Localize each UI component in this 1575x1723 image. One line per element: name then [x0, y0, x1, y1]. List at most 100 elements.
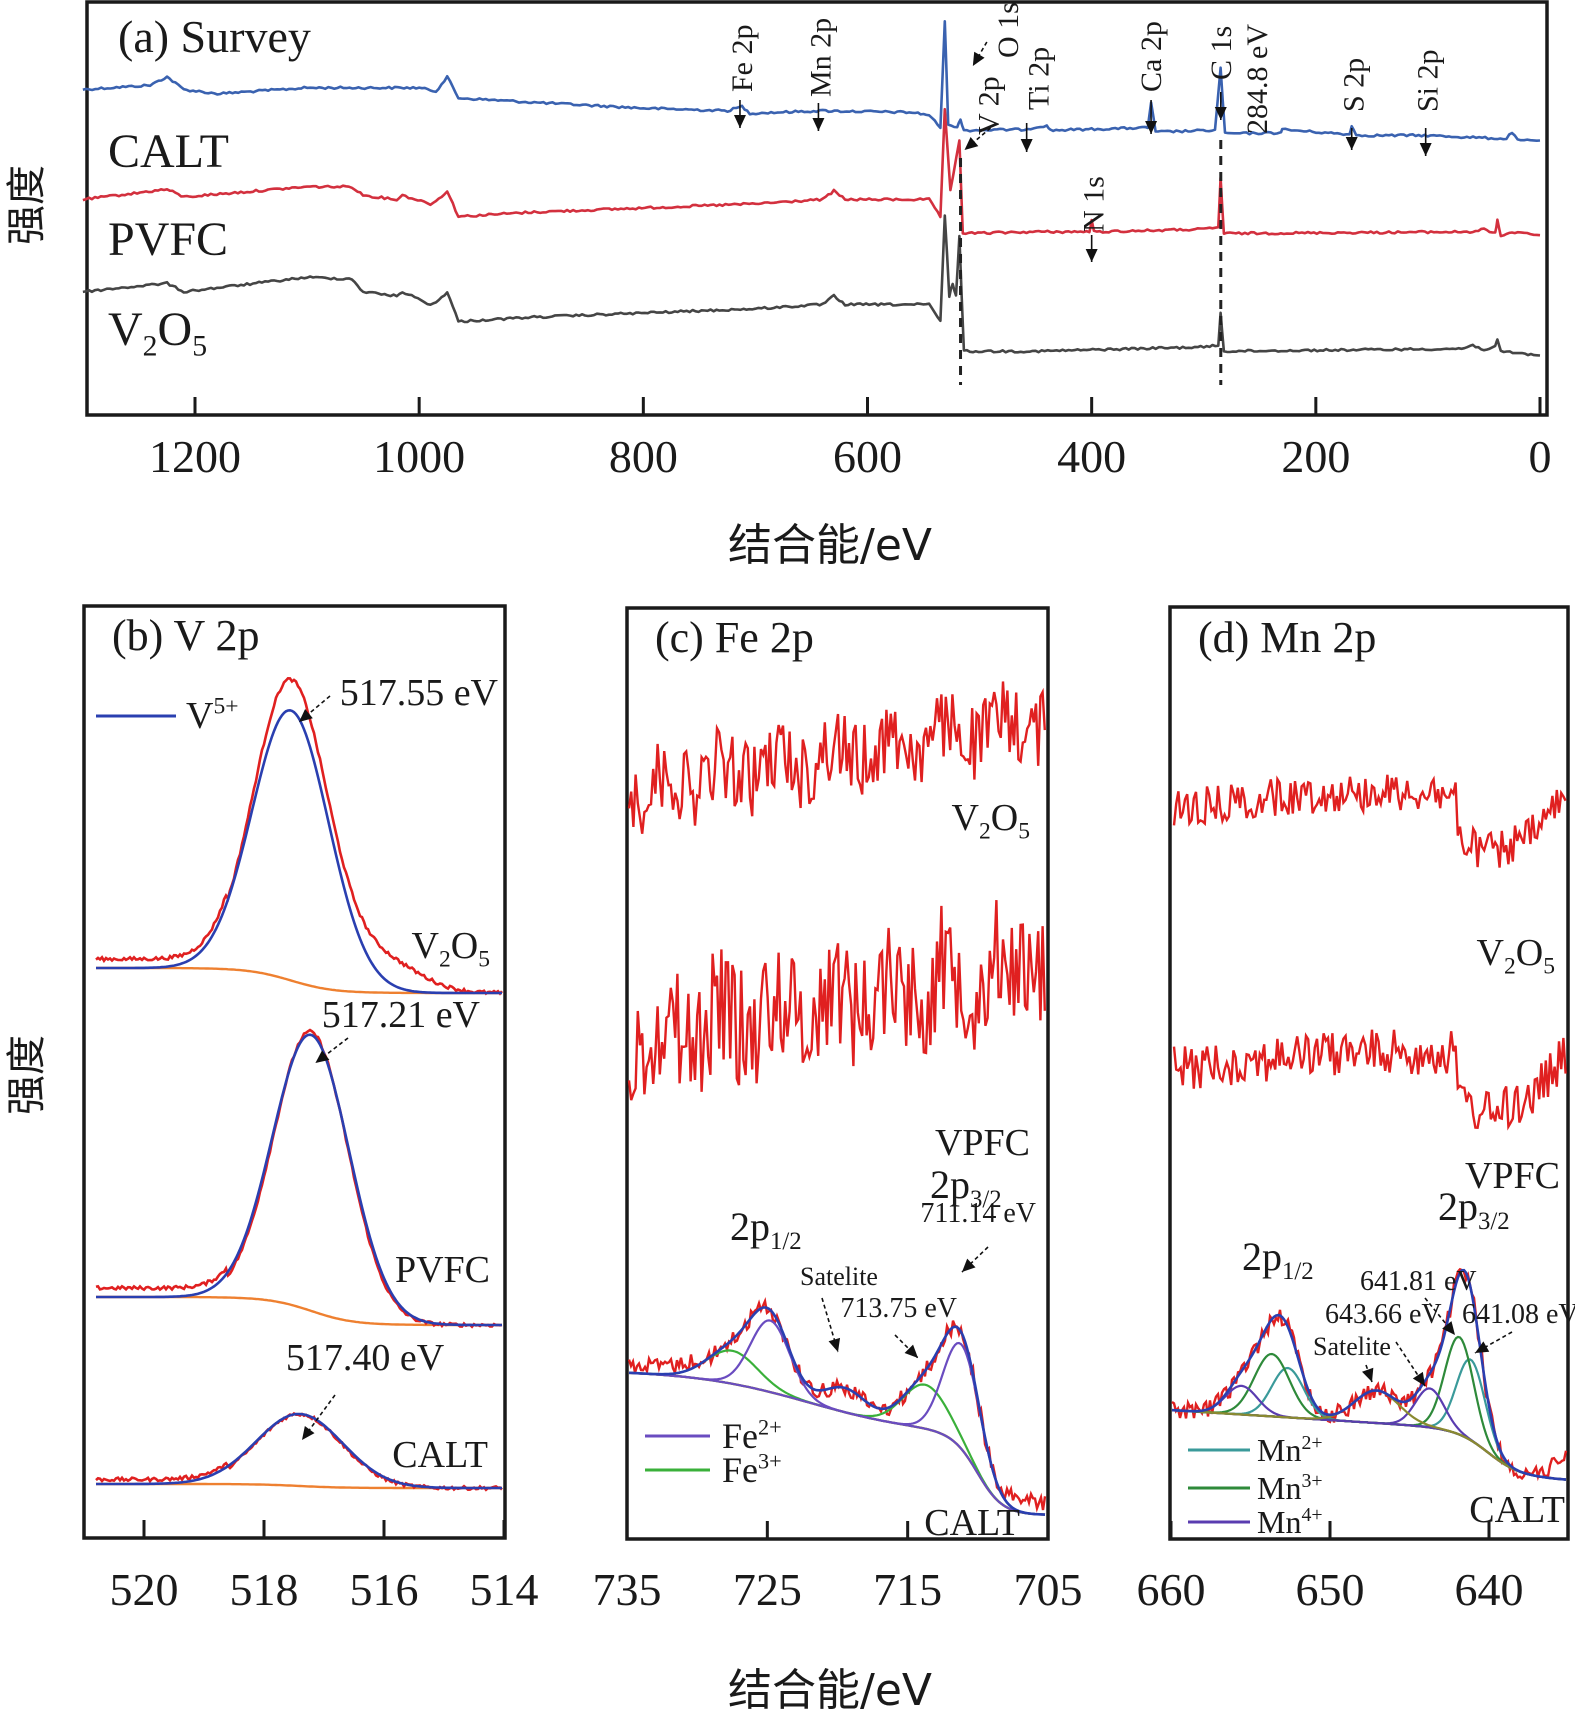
- x-tick-label: 518: [230, 1564, 299, 1615]
- text-part: 1/2: [770, 1228, 802, 1255]
- annotation-ca2p: Ca 2p: [1135, 21, 1168, 92]
- sample-label-vpfc: VPFC: [935, 1122, 1030, 1164]
- text-part: V: [108, 303, 143, 356]
- peak-label-calt: 517.40 eV: [286, 1337, 445, 1379]
- arrow-head: [1475, 1341, 1490, 1353]
- x-tick-label: 715: [873, 1564, 942, 1615]
- text-part: 5+: [213, 694, 238, 720]
- raw-data-line-vpfc: [1172, 1029, 1567, 1131]
- text-part: 2: [979, 818, 991, 844]
- survey-line-calt: [82, 20, 1541, 142]
- text-part: 2p: [1242, 1234, 1282, 1279]
- peak-arrow-v2p: [964, 127, 992, 151]
- arrow-shaft: [301, 1394, 336, 1441]
- peak-arrow: [961, 1246, 989, 1273]
- legend-label-mn4: Mn4+: [1257, 1504, 1323, 1540]
- annotation-ti2p: Ti 2p: [1023, 47, 1056, 110]
- peak-label-2p12: 2p1/2: [730, 1204, 802, 1255]
- fit-line-fe3: [629, 1371, 1046, 1516]
- text-part: 2p: [930, 1162, 970, 1207]
- arrow-head: [1412, 1371, 1425, 1386]
- raw-data-line: [95, 676, 503, 996]
- survey-line-pvfc: [82, 107, 1541, 238]
- annotation-si2p: Si 2p: [1412, 49, 1445, 112]
- x-tick-label: 640: [1455, 1564, 1524, 1615]
- plot-frame: [82, 604, 507, 1540]
- arrow-head: [972, 51, 985, 66]
- text-part: O: [451, 925, 478, 967]
- fit-line-fe2: [629, 1319, 1046, 1516]
- panel-title: (a) Survey: [118, 11, 311, 62]
- text-part: 2p: [730, 1204, 770, 1249]
- text-part: 2+: [1301, 1432, 1322, 1454]
- x-tick-label: 735: [593, 1564, 662, 1615]
- annotation-mn2p: Mn 2p: [804, 18, 837, 97]
- text-part: 2: [143, 330, 158, 363]
- arrow-shaft: [894, 1334, 919, 1359]
- fit-line-sat: [1171, 1389, 1567, 1481]
- plot-frame: [625, 606, 1050, 1541]
- arrow-head: [812, 118, 825, 131]
- arrow-head: [1020, 139, 1033, 152]
- peak-arrow: [812, 103, 825, 131]
- peak-label-641-81: 641.81 eV: [1360, 1266, 1477, 1297]
- panel-survey: (a) Survey 1200 1000 800 600 400 200 0 CALT PVFC V…: [82, 0, 1552, 482]
- legend-label-v5: V5+: [186, 694, 239, 737]
- x-axis-label-top: 结合能/eV: [728, 520, 932, 571]
- y-axis-label-top: 强度: [4, 165, 50, 245]
- annotation-fe2p: Fe 2p: [726, 25, 759, 93]
- raw-data-line-v2o5: [627, 681, 1046, 834]
- peak-label-713-75: 713.75 eV: [840, 1293, 957, 1324]
- peak-label-641-08: 641.08 eV: [1462, 1299, 1575, 1330]
- arrow-head: [299, 709, 313, 722]
- sample-label-pvfc: PVFC: [395, 1249, 490, 1291]
- peak-label-711-14: 711.14 eV: [920, 1198, 1036, 1229]
- background-line: [629, 1371, 1046, 1516]
- text-part: 3/2: [970, 1186, 1002, 1213]
- survey-line-v2o5: [82, 214, 1541, 357]
- x-tick-label: 400: [1057, 431, 1126, 482]
- text-part: V: [186, 695, 214, 737]
- peak-arrow: [1395, 1341, 1426, 1387]
- x-tick-label: 705: [1014, 1564, 1083, 1615]
- text-part: O: [1516, 932, 1543, 974]
- x-tick-label: 520: [110, 1564, 179, 1615]
- arrow-head: [1345, 137, 1358, 150]
- arrow-head: [1442, 1321, 1455, 1335]
- fit-line-v5: [96, 1412, 502, 1490]
- peak-label-satelite: Satelite: [1313, 1332, 1391, 1361]
- annotation-c1s: C 1s: [1205, 26, 1238, 80]
- legend-label-fe3: Fe3+: [722, 1448, 782, 1490]
- text-part: Fe: [722, 1416, 758, 1456]
- x-tick-label: 600: [833, 431, 902, 482]
- raw-data-line-v2o5: [1172, 774, 1567, 868]
- peak-arrow: [1085, 235, 1098, 262]
- sample-label-calt: CALT: [1469, 1489, 1565, 1531]
- text-part: 5: [1018, 818, 1030, 844]
- arrow-head: [733, 115, 746, 128]
- text-part: O: [991, 797, 1018, 839]
- text-part: O: [158, 303, 193, 356]
- peak-label-2p12: 2p1/2: [1242, 1234, 1314, 1285]
- peak-arrow: [1020, 123, 1033, 152]
- arrow-head: [1085, 249, 1098, 262]
- text-part: 2+: [758, 1414, 782, 1439]
- arrow-head: [904, 1344, 918, 1358]
- x-tick-label: 1200: [149, 431, 241, 482]
- x-tick-label: 514: [470, 1564, 539, 1615]
- panel-title: (c) Fe 2p: [655, 613, 814, 662]
- sample-label-calt: CALT: [108, 125, 229, 178]
- fit-line-v5: [96, 1033, 502, 1327]
- peak-arrow: [1424, 1297, 1456, 1336]
- x-tick-label: 800: [609, 431, 678, 482]
- arrow-head: [1145, 121, 1158, 134]
- arrow-shaft: [1424, 1297, 1456, 1336]
- x-tick-label: 650: [1296, 1564, 1365, 1615]
- arrow-head: [1214, 107, 1227, 120]
- sample-label-vpfc: VPFC: [1465, 1155, 1560, 1197]
- panel-title: (b) V 2p: [112, 611, 260, 660]
- peak-arrow: [1214, 92, 1227, 120]
- text-part: 1/2: [1282, 1258, 1314, 1285]
- fit-line-v5: [96, 708, 502, 995]
